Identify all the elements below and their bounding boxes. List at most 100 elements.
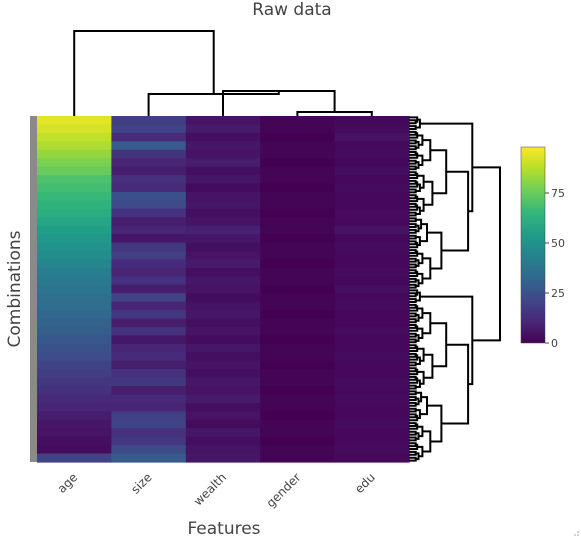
x-axis-title: Features — [187, 519, 260, 538]
heatmap-cell — [111, 158, 187, 168]
heatmap-cell — [260, 158, 336, 168]
heatmap-cell — [334, 208, 410, 218]
heatmap-cell — [185, 217, 261, 227]
heatmap-cell — [37, 310, 112, 320]
heatmap-cell — [334, 158, 410, 168]
heatmap-cell — [260, 208, 336, 218]
heatmap-cell — [334, 293, 410, 303]
heatmap-cell — [185, 208, 261, 218]
heatmap-cell — [185, 183, 261, 193]
heatmap-cell — [185, 310, 261, 320]
heatmap-cell — [37, 149, 112, 159]
heatmap-cell — [37, 284, 112, 294]
heatmap-cell — [260, 428, 336, 438]
heatmap-cell — [260, 234, 336, 244]
heatmap-cell — [260, 116, 336, 126]
heatmap-cell — [185, 200, 261, 210]
colorbar-tick-label: 75 — [551, 187, 565, 200]
heatmap-cell — [37, 225, 112, 235]
heatmap-cell — [37, 335, 112, 345]
row-sidebar — [30, 116, 37, 462]
heatmap-cell — [37, 386, 112, 396]
heatmap-cell — [185, 360, 261, 370]
heatmap-cell — [111, 149, 187, 159]
y-axis-title: Combinations — [5, 230, 25, 347]
heatmap-cell — [111, 436, 187, 446]
heatmap-cell — [185, 141, 261, 151]
heatmap-cell — [260, 411, 336, 421]
heatmap-cell — [260, 419, 336, 429]
heatmap-cell — [260, 377, 336, 387]
heatmap-cell — [334, 310, 410, 320]
heatmap-cell — [185, 301, 261, 311]
heatmap-cell — [37, 318, 112, 328]
heatmap-cell — [334, 411, 410, 421]
heatmap-cell — [334, 343, 410, 353]
resize-grip-icon[interactable] — [571, 528, 579, 536]
heatmap-cell — [185, 166, 261, 176]
heatmap-cell — [334, 453, 410, 463]
heatmap-cell — [185, 267, 261, 277]
heatmap-cell — [260, 225, 336, 235]
heatmap-cell — [334, 428, 410, 438]
heatmap-cell — [111, 116, 187, 126]
heatmap-cell — [111, 419, 187, 429]
heatmap-cell — [37, 183, 112, 193]
heatmap-cell — [37, 360, 112, 370]
colorbar-tick-label: 50 — [551, 237, 565, 250]
heatmap-cell — [260, 267, 336, 277]
heatmap-cell — [260, 394, 336, 404]
heatmap-cell — [185, 251, 261, 261]
heatmap-cell — [111, 394, 187, 404]
heatmap-cell — [185, 453, 261, 463]
heatmap-cell — [334, 436, 410, 446]
heatmap-cell — [260, 191, 336, 201]
heatmap-cell — [334, 326, 410, 337]
heatmap-cell — [37, 293, 112, 303]
heatmap-cell — [185, 394, 261, 404]
heatmap-cell — [111, 377, 187, 387]
heatmap-cell — [37, 267, 112, 277]
heatmap-cell — [111, 326, 187, 337]
heatmap-cell — [111, 251, 187, 261]
heatmap-cell — [260, 402, 336, 412]
heatmap-cell — [37, 132, 112, 142]
heatmap-cell — [111, 276, 187, 286]
heatmap-cell — [185, 149, 261, 159]
heatmap-cell — [37, 411, 112, 421]
heatmap-cell — [185, 191, 261, 201]
heatmap-cell — [37, 445, 112, 455]
heatmap-cell — [37, 251, 112, 261]
heatmap-cell — [37, 394, 112, 404]
heatmap-cell — [185, 411, 261, 421]
heatmap-cell — [37, 352, 112, 362]
colorbar-tick-label: 25 — [551, 287, 565, 300]
heatmap-cell — [334, 217, 410, 227]
heatmap-cell — [260, 335, 336, 345]
heatmap-cell — [260, 310, 336, 320]
heatmap-cell — [334, 132, 410, 142]
row-dendrogram — [409, 116, 501, 462]
heatmap-cell — [111, 411, 187, 421]
heatmap-cell — [37, 419, 112, 429]
heatmap-cell — [111, 301, 187, 311]
heatmap-cell — [111, 191, 187, 201]
heatmap-cell — [37, 124, 112, 134]
heatmap-cell — [260, 318, 336, 328]
x-tick-label: age — [55, 470, 81, 496]
heatmap-cell — [260, 124, 336, 134]
heatmap-cell — [37, 377, 112, 387]
heatmap-cell — [185, 116, 261, 126]
heatmap-cell — [334, 419, 410, 429]
heatmap-cell — [260, 251, 336, 261]
heatmap-cell — [37, 369, 112, 379]
heatmap-cell — [111, 217, 187, 227]
x-tick-label: edu — [352, 470, 378, 496]
heatmap-cell — [185, 225, 261, 235]
colorbar — [520, 146, 546, 344]
heatmap-cell — [185, 132, 261, 142]
heatmap-cell — [111, 293, 187, 303]
heatmap-cell — [185, 445, 261, 455]
heatmap-cell — [185, 259, 261, 269]
